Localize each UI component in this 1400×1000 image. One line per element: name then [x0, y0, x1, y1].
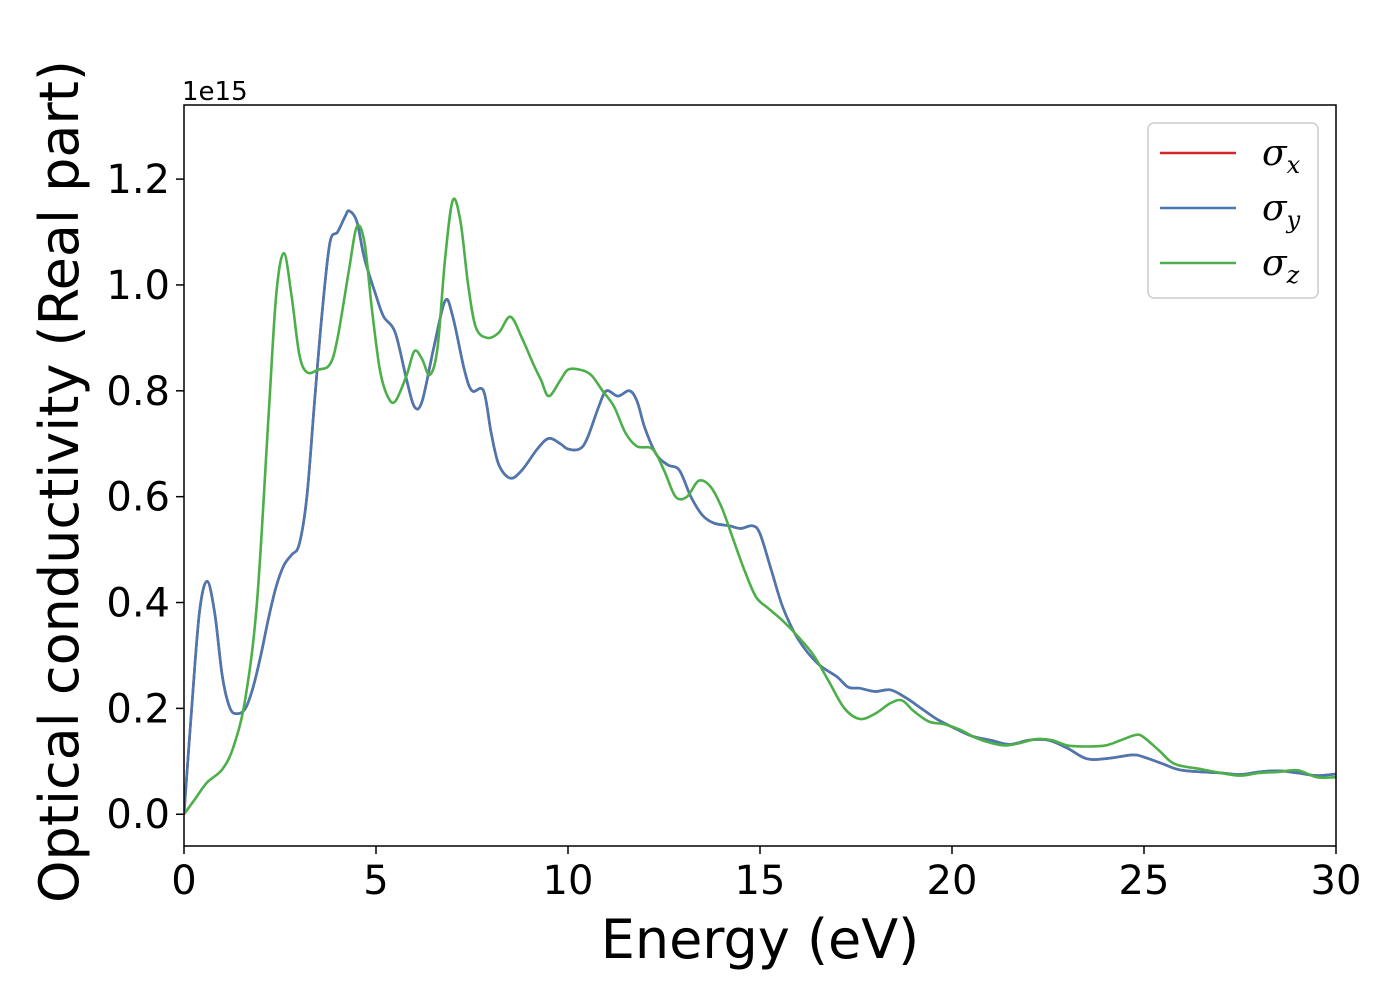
y-tick-label-0: 0.0 — [106, 792, 170, 838]
y-tick-label-0.8: 0.8 — [106, 369, 170, 415]
series-line-sigma-x — [184, 209, 1336, 815]
series-line-sigma-z — [184, 197, 1336, 816]
legend: σx σy σz — [1147, 122, 1319, 299]
legend-label-sigma-z: σz — [1262, 243, 1300, 289]
x-tick-label-5: 5 — [363, 858, 388, 904]
series-layer — [184, 197, 1336, 816]
x-tick-label-0: 0 — [171, 858, 196, 904]
x-tick-label-30: 30 — [1311, 858, 1362, 904]
y-tick-label-0.2: 0.2 — [106, 686, 170, 732]
x-axis-label: Energy (eV) — [601, 908, 920, 971]
series-line-sigma-y — [184, 209, 1336, 815]
y-tick-label-0.6: 0.6 — [106, 475, 170, 521]
y-tick-label-0.4: 0.4 — [106, 581, 170, 627]
y-axis-label: Optical conductivity (Real part) — [28, 60, 91, 903]
x-tick-label-25: 25 — [1119, 858, 1170, 904]
ticks-layer: 0 5 10 15 20 25 30 0.0 0.2 0.4 0.6 0.8 1.0 1.2 — [106, 157, 1361, 904]
y-offset-label: 1e15 — [182, 77, 248, 107]
y-tick-label-1: 1.0 — [106, 263, 170, 309]
x-tick-label-20: 20 — [927, 858, 978, 904]
legend-label-sigma-y: σy — [1262, 188, 1301, 234]
x-tick-label-10: 10 — [543, 858, 594, 904]
x-tick-label-15: 15 — [735, 858, 786, 904]
legend-label-sigma-x: σx — [1262, 133, 1301, 179]
legend-box — [1147, 122, 1319, 299]
y-tick-label-1.2: 1.2 — [106, 157, 170, 203]
